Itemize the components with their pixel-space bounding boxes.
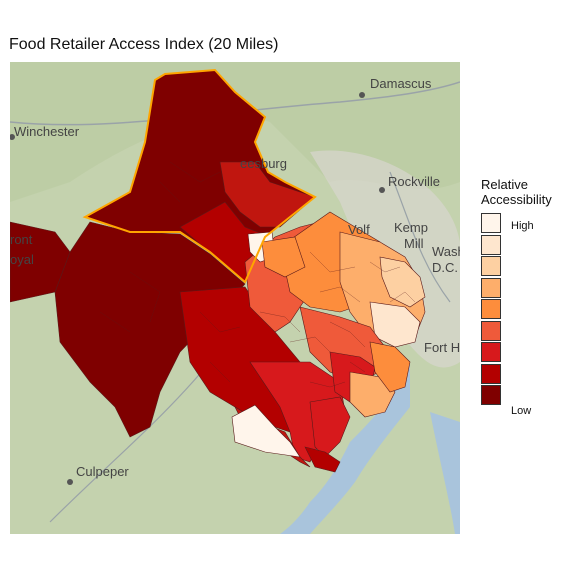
legend-swatch — [481, 213, 501, 233]
legend-title-line1: Relative — [481, 177, 528, 192]
basemap-river-branch — [430, 412, 460, 534]
label-damascus: Damascus — [370, 76, 432, 91]
region-mt-vernon — [369, 341, 411, 393]
label-kemp: Kemp — [394, 220, 428, 235]
map-canvas: Damascus Winchester eesburg Rockville Ke… — [10, 62, 460, 534]
region-high-access-south — [231, 404, 301, 458]
label-fort: Fort H — [424, 340, 460, 355]
region-loudoun-east — [219, 161, 316, 228]
region-polygons — [10, 69, 426, 473]
region-west-edge — [10, 221, 71, 303]
basemap-road — [389, 171, 451, 303]
label-mill: Mill — [404, 236, 424, 251]
tract-boundaries — [99, 161, 416, 388]
region-quantico — [304, 446, 341, 473]
label-dc: D.C. — [432, 260, 458, 275]
chart-title: Food Retailer Access Index (20 Miles) — [9, 36, 279, 53]
label-royal: oyal — [10, 252, 34, 267]
legend-low-label: Low — [511, 405, 532, 417]
label-leesburg: eesburg — [240, 156, 287, 171]
legend-swatches — [481, 213, 501, 407]
basemap-road — [49, 361, 211, 523]
label-wash: Wash — [432, 244, 460, 259]
loudoun-highlight-boundary — [82, 68, 317, 284]
label-front: ront — [10, 232, 33, 247]
label-wolf: Volf — [348, 222, 370, 237]
legend-swatch — [481, 342, 501, 362]
legend-swatch — [481, 385, 501, 405]
legend-swatch — [481, 320, 501, 341]
legend: Relative Accessibility High Low — [481, 177, 571, 417]
label-winchester: Winchester — [14, 124, 80, 139]
legend-title-line2: Accessibility — [481, 192, 552, 207]
choropleth-map[interactable]: Damascus Winchester eesburg Rockville Ke… — [10, 62, 460, 534]
basemap-road — [10, 81, 460, 126]
legend-high-label: High — [511, 220, 534, 232]
label-culpeper: Culpeper — [76, 464, 129, 479]
legend-swatch — [481, 299, 501, 319]
label-rockville: Rockville — [388, 174, 440, 189]
legend-swatch — [481, 234, 501, 255]
region-fauquier — [54, 221, 246, 438]
legend-swatch — [481, 363, 501, 384]
city-labels: Damascus Winchester eesburg Rockville Ke… — [10, 76, 460, 485]
legend-swatch — [481, 277, 501, 298]
region-dumfries — [309, 396, 351, 458]
region-centreville — [261, 236, 306, 278]
region-arlington — [379, 256, 426, 308]
legend-swatch — [481, 256, 501, 276]
